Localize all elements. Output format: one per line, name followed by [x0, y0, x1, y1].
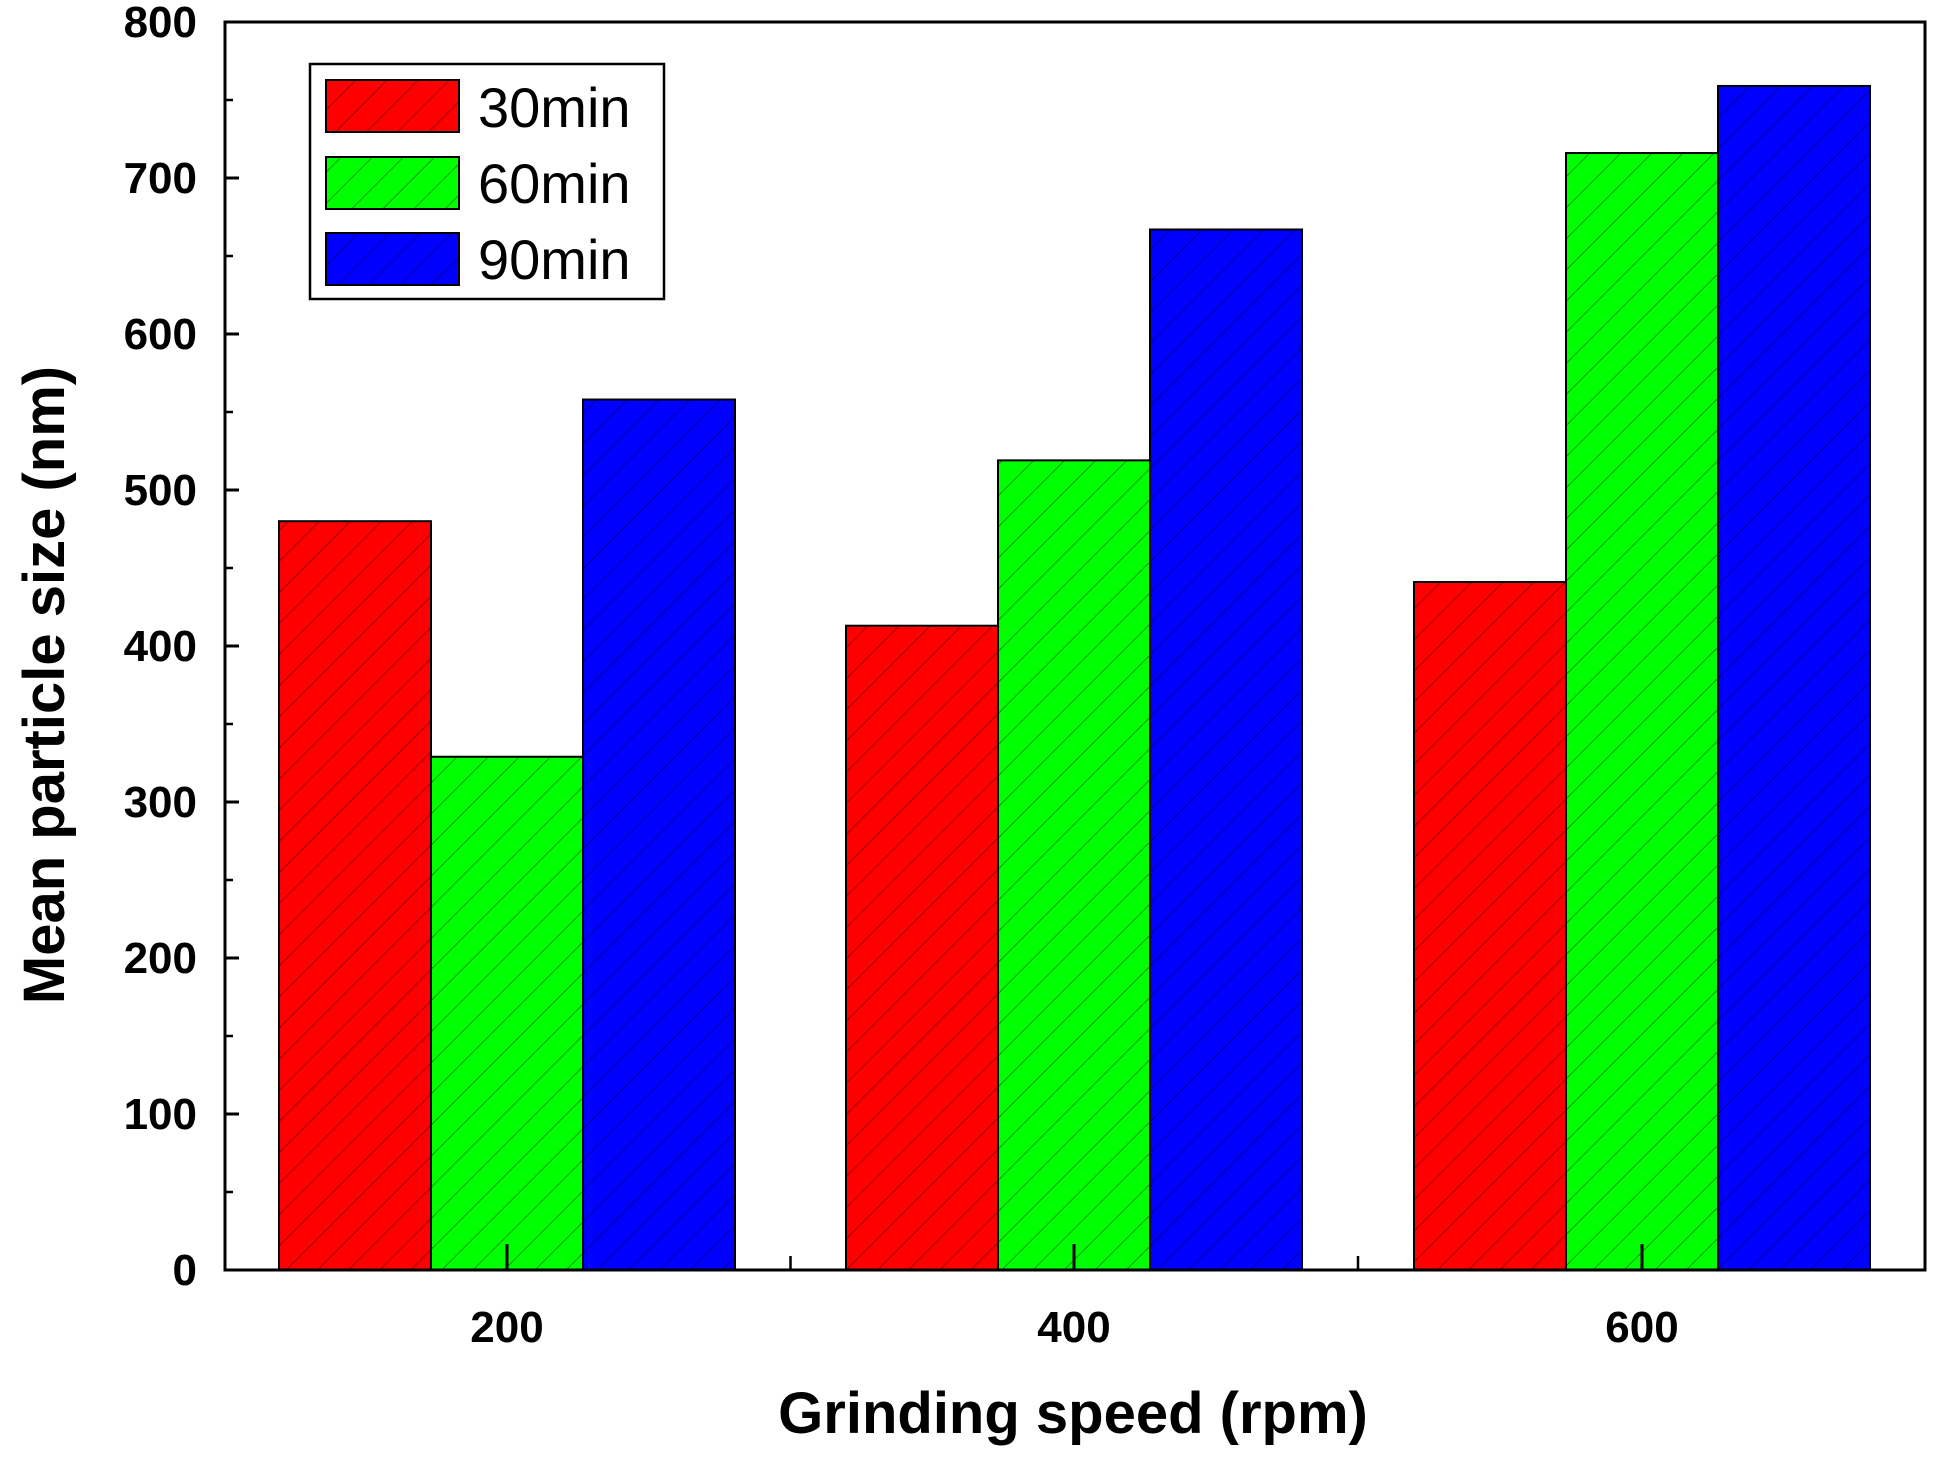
- legend: 30min 60min 90min: [308, 62, 666, 301]
- legend-swatch-30min-hatch: [326, 80, 459, 132]
- bar-hatch-60min-600: [1566, 153, 1718, 1270]
- y-tick-label-700: 700: [124, 154, 197, 203]
- y-tick-label-800: 800: [124, 0, 197, 47]
- x-tick-label-200: 200: [470, 1303, 543, 1352]
- x-tick-label-400: 400: [1037, 1303, 1110, 1352]
- legend-swatch-90min-hatch: [326, 233, 459, 285]
- bar-hatch-30min-200: [279, 521, 431, 1270]
- y-tick-label-400: 400: [124, 622, 197, 671]
- legend-swatch-60min-hatch: [326, 157, 459, 209]
- legend-label-60min: 60min: [478, 152, 631, 215]
- x-tick-label-600: 600: [1605, 1303, 1678, 1352]
- y-tick-label-600: 600: [124, 310, 197, 359]
- legend-label-30min: 30min: [478, 76, 631, 139]
- y-tick-label-300: 300: [124, 778, 197, 827]
- bar-hatch-30min-600: [1414, 582, 1566, 1270]
- y-tick-label-0: 0: [173, 1246, 197, 1295]
- y-tick-label-500: 500: [124, 466, 197, 515]
- bar-hatch-90min-200: [583, 399, 735, 1270]
- bar-hatch-30min-400: [846, 625, 998, 1270]
- bar-hatch-90min-600: [1718, 85, 1870, 1271]
- y-axis-title: Mean particle size (nm): [12, 366, 77, 1004]
- bar-hatch-90min-400: [1150, 229, 1302, 1271]
- bar-hatch-60min-200: [431, 756, 583, 1270]
- legend-label-90min: 90min: [478, 228, 631, 291]
- y-tick-label-100: 100: [124, 1090, 197, 1139]
- y-tick-label-200: 200: [124, 934, 197, 983]
- bar-hatch-60min-400: [998, 460, 1150, 1270]
- x-axis-title: Grinding speed (rpm): [778, 1381, 1368, 1446]
